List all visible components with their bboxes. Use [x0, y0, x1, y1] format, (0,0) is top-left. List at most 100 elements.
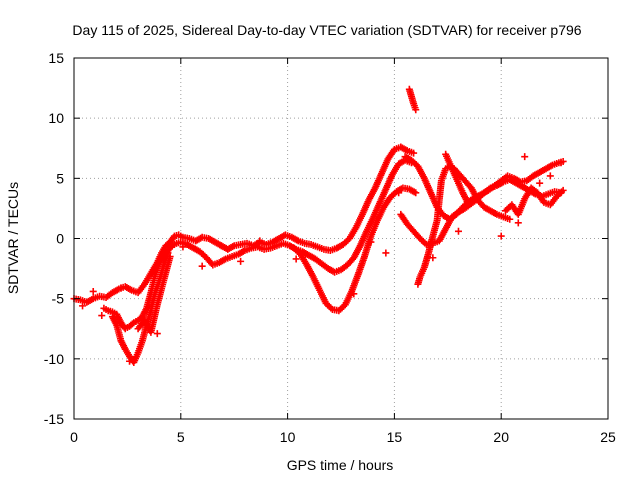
data-point: [353, 272, 361, 280]
data-point: [449, 168, 457, 176]
data-point: [335, 267, 343, 275]
data-point: [382, 249, 390, 257]
data-point: [410, 188, 418, 196]
grid-lines: [74, 58, 608, 419]
data-point: [465, 181, 473, 189]
data-point: [220, 256, 228, 264]
data-point: [113, 286, 121, 294]
data-point: [521, 177, 529, 185]
y-tick-label: -15: [44, 411, 64, 427]
data-point: [407, 224, 415, 232]
data-point: [362, 229, 370, 237]
data-point: [421, 239, 429, 247]
data-point: [226, 253, 234, 261]
data-point: [237, 257, 245, 265]
data-point: [74, 295, 82, 303]
axis-ticks: 0 5 10 15 20 25 -15 -10 -5 0 5 10 15: [44, 50, 616, 445]
data-point: [375, 201, 383, 209]
x-axis-label: GPS time / hours: [287, 457, 394, 473]
data-point: [497, 212, 505, 220]
data-point: [367, 238, 375, 246]
data-point: [245, 245, 253, 253]
data-point: [264, 245, 272, 253]
data-point: [419, 265, 427, 273]
data-point: [558, 188, 566, 196]
data-point: [89, 287, 97, 295]
data-point: [403, 185, 411, 193]
data-point: [299, 239, 307, 247]
data-point: [521, 153, 529, 161]
data-point: [100, 293, 108, 301]
data-point: [327, 304, 335, 312]
data-point: [491, 210, 499, 218]
data-point: [106, 307, 114, 315]
data-point: [88, 296, 96, 304]
data-point: [520, 197, 528, 205]
data-point: [357, 212, 365, 220]
data-point: [170, 241, 178, 249]
data-point: [547, 162, 555, 170]
data-point: [350, 290, 358, 298]
data-point: [546, 172, 554, 180]
data-point: [458, 174, 466, 182]
data-point: [315, 284, 323, 292]
data-point: [308, 271, 316, 279]
data-point: [429, 254, 437, 262]
data-point: [478, 200, 486, 208]
y-tick-label: 0: [56, 231, 64, 247]
data-point: [413, 232, 421, 240]
data-point: [514, 219, 522, 227]
data-point: [536, 179, 544, 187]
y-axis-label: SDTVAR / TECUs: [5, 182, 21, 294]
data-point: [351, 225, 359, 233]
x-tick-label: 25: [600, 429, 616, 445]
data-point: [364, 198, 372, 206]
data-point: [437, 179, 445, 187]
x-tick-label: 0: [70, 429, 78, 445]
data-point: [370, 186, 378, 194]
data-point: [381, 187, 389, 195]
data-point: [271, 243, 279, 251]
y-tick-label: 5: [56, 170, 64, 186]
data-point: [177, 232, 185, 240]
data-point: [119, 322, 127, 330]
data-point: [553, 159, 561, 167]
data-point: [557, 159, 565, 167]
data-point: [126, 357, 134, 365]
data-point: [333, 306, 341, 314]
data-point: [213, 259, 221, 267]
data-point: [454, 177, 462, 185]
chart-title: Day 115 of 2025, Sidereal Day-to-day VTE…: [72, 22, 581, 38]
data-point: [232, 251, 240, 259]
data-point: [179, 243, 187, 251]
data-point: [132, 318, 140, 326]
data-point: [426, 187, 434, 195]
data-point: [159, 279, 167, 287]
data-point: [454, 227, 462, 235]
data-point: [127, 321, 135, 329]
data-point: [387, 173, 395, 181]
data-point: [112, 319, 120, 327]
data-point: [504, 214, 512, 222]
y-tick-label: 10: [48, 110, 64, 126]
x-tick-label: 10: [280, 429, 296, 445]
data-point: [153, 303, 161, 311]
data-point: [395, 189, 403, 197]
data-point: [419, 173, 427, 181]
data-point: [198, 262, 206, 270]
data-point: [126, 285, 134, 293]
data-point: [116, 335, 124, 343]
data-point: [347, 257, 355, 265]
data-point: [458, 187, 466, 195]
data-point: [462, 196, 470, 204]
data-point: [133, 351, 141, 359]
data-point: [360, 254, 368, 262]
data-points: [70, 85, 567, 366]
data-point: [98, 312, 106, 320]
data-point: [117, 284, 125, 292]
data-point: [292, 255, 300, 263]
data-point: [456, 206, 464, 214]
data-point: [79, 302, 87, 310]
y-tick-label: 15: [48, 50, 64, 66]
